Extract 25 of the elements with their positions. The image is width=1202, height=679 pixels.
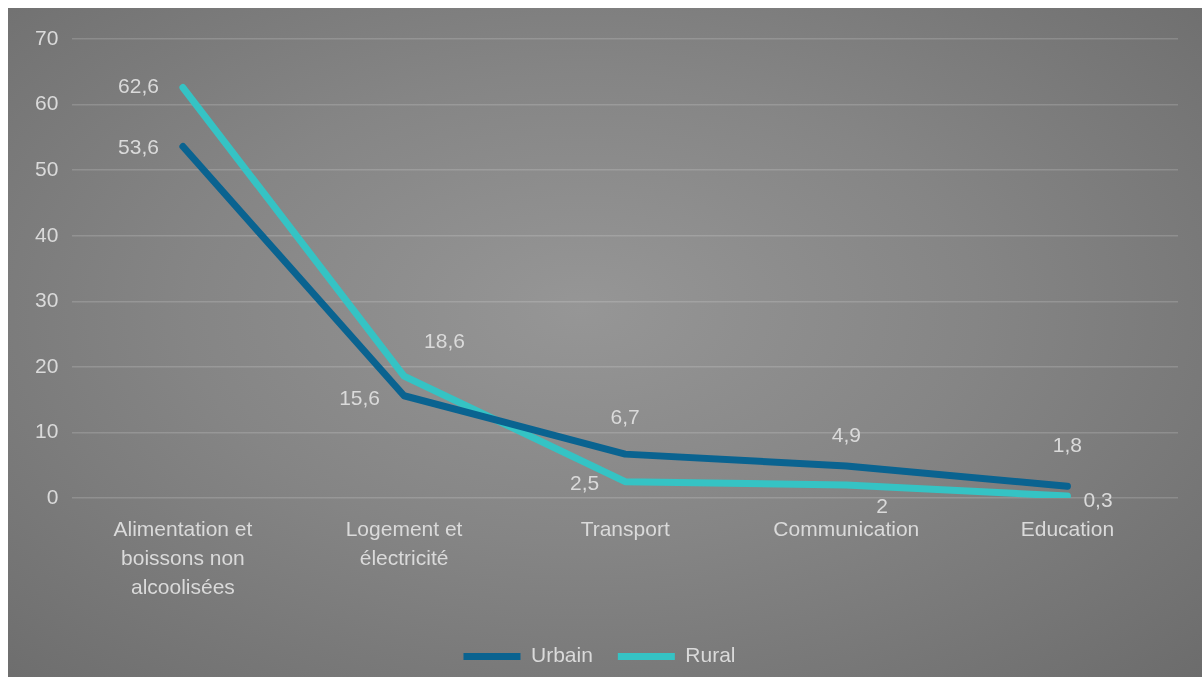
y-tick-label: 10 — [35, 419, 59, 443]
data-label: 2 — [876, 493, 888, 517]
data-label: 15,6 — [339, 385, 381, 409]
y-tick-label: 30 — [35, 288, 59, 312]
data-label: 4,9 — [831, 422, 861, 446]
data-label: 62,6 — [118, 74, 159, 98]
y-tick-label: 70 — [35, 25, 59, 49]
data-label: 0,3 — [1083, 487, 1113, 511]
x-tick-label: Communication — [773, 517, 920, 541]
x-tick-label: Logement et électricité — [345, 517, 463, 570]
data-label: 1,8 — [1052, 433, 1083, 457]
data-label: 53,6 — [118, 135, 159, 159]
y-tick-label: 50 — [35, 156, 59, 180]
legend-label: Rural — [685, 643, 736, 667]
data-label: 6,7 — [610, 404, 640, 428]
data-label: 2,5 — [569, 471, 600, 495]
x-tick-label: Transport — [580, 517, 670, 541]
y-tick-label: 20 — [35, 353, 59, 377]
legend-label: Urbain — [530, 643, 593, 667]
x-tick-label: Alimentation et boissons non alcoolisées — [113, 517, 253, 599]
x-tick-label: Education — [1020, 517, 1115, 541]
y-tick-label: 0 — [46, 484, 59, 508]
y-tick-label: 40 — [35, 222, 59, 246]
data-label: 18,6 — [424, 328, 465, 352]
y-tick-label: 60 — [35, 91, 59, 115]
